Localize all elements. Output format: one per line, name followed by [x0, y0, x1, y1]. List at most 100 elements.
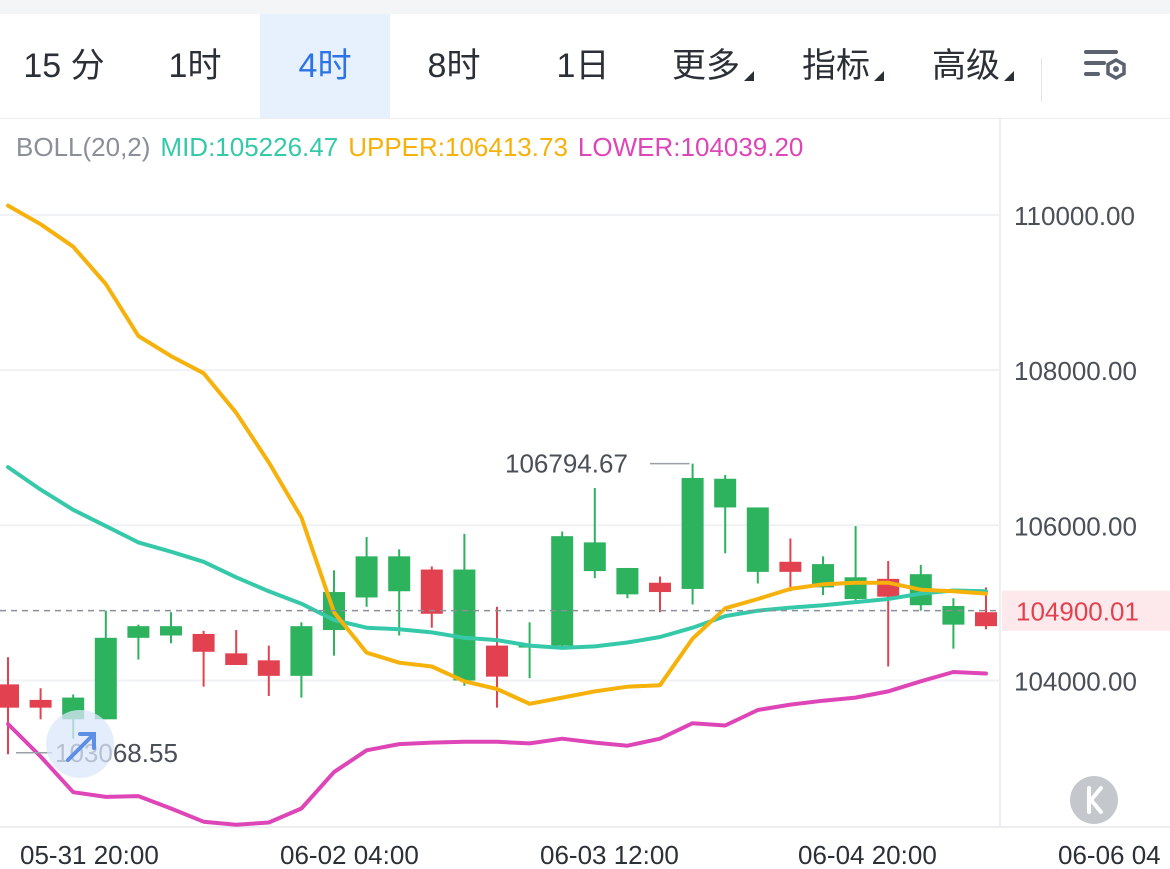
boll-lower-line [6, 670, 988, 827]
candle [160, 612, 182, 644]
y-tick-label: 104000.00 [1014, 667, 1137, 697]
candle-body [942, 606, 965, 625]
expand-button-bg [46, 710, 114, 778]
candle [518, 622, 541, 679]
candle [649, 576, 671, 613]
candle [453, 533, 476, 686]
k-button[interactable] [1070, 776, 1118, 824]
tab-label: 1时 [168, 47, 222, 85]
tab-1d[interactable]: 1日 [518, 14, 648, 118]
candle [714, 474, 737, 554]
boll-mid-line [6, 465, 988, 650]
tab-label: 4时 [298, 47, 352, 85]
candle [877, 560, 900, 667]
collapse-k-icon [1087, 786, 1103, 814]
expand-button[interactable] [46, 710, 114, 778]
candle [388, 549, 411, 636]
tab-label: 1日 [556, 47, 610, 85]
tab-label: 高级 [932, 47, 1000, 85]
boll-upper-line [6, 203, 988, 706]
candle-body [844, 577, 867, 600]
k-button-bg [1070, 776, 1118, 824]
candle-body [290, 626, 313, 676]
tab-label: 15 分 [23, 47, 105, 85]
candle-body [29, 699, 52, 708]
tab-divider [1041, 58, 1042, 102]
tab-label: 更多 [672, 47, 740, 85]
candle [681, 463, 704, 605]
candle-body [649, 582, 671, 593]
y-tick-label: 110000.00 [1014, 201, 1135, 231]
current-price-badge [1002, 590, 1170, 631]
candle-body [486, 645, 508, 677]
candle-body [975, 612, 997, 627]
tab-advanced[interactable]: 高级 [908, 14, 1038, 118]
candle-body [257, 660, 280, 676]
expand-arrow-icon [66, 732, 96, 762]
candle-body [583, 542, 606, 572]
candle-body [0, 684, 19, 708]
candle-body [192, 633, 215, 652]
candle [225, 630, 248, 665]
candle [551, 531, 574, 648]
candle [746, 507, 769, 584]
x-tick-label: 06-02 04:00 [280, 840, 419, 869]
candle [94, 610, 117, 720]
candle [355, 536, 378, 607]
tab-label: 指标 [802, 47, 870, 85]
candle-body [714, 478, 737, 508]
candle-body [681, 477, 704, 589]
dropdown-triangle-icon [1004, 71, 1014, 81]
candle [127, 624, 150, 660]
tab-label: 8时 [427, 47, 481, 85]
dropdown-triangle-icon [874, 71, 884, 81]
candle-body [160, 626, 182, 636]
x-tick-label: 06-04 20:00 [798, 840, 937, 869]
candle-body [94, 637, 117, 720]
candle [844, 526, 867, 602]
tab-indicators[interactable]: 指标 [778, 14, 908, 118]
candle [192, 630, 215, 687]
candle-body [225, 653, 248, 665]
price-chart[interactable]: 110000.00 108000.00 106000.00 104000.00 05-3… [0, 118, 1170, 869]
candle-body [616, 567, 639, 595]
x-tick-label: 06-06 04 [1058, 840, 1161, 869]
tab-1h[interactable]: 1时 [130, 14, 260, 118]
candle [812, 556, 834, 596]
high-price-label: 106794.67 [505, 449, 628, 479]
candle-body [746, 507, 769, 572]
candle-body [779, 561, 802, 572]
boll-mid: MID:105226.47 [160, 132, 339, 162]
tab-8h[interactable]: 8时 [390, 14, 518, 118]
boll-upper: UPPER:106413.73 [348, 132, 568, 162]
candle-body [812, 564, 834, 588]
candle-body [355, 556, 378, 598]
y-tick-label: 106000.00 [1014, 511, 1137, 541]
boll-lower: LOWER:104039.20 [577, 132, 804, 162]
tab-more[interactable]: 更多 [648, 14, 778, 118]
candle [420, 566, 443, 628]
candle-body [127, 626, 150, 638]
candle-body [551, 536, 574, 646]
chart-settings-icon[interactable] [1080, 46, 1128, 86]
boll-name: BOLL(20,2) [16, 132, 151, 162]
candle [257, 645, 280, 697]
tab-15m[interactable]: 15 分 [0, 14, 128, 118]
timeframe-tabs: 15 分 1时 4时 8时 1日 更多 指标 高级 [0, 14, 1170, 119]
candle [583, 488, 606, 579]
candle [290, 622, 313, 698]
candle [779, 538, 802, 592]
x-tick-label: 05-31 20:00 [20, 840, 159, 869]
candle [616, 567, 639, 599]
candle-body [388, 556, 411, 592]
candle-body [453, 569, 476, 681]
candle [0, 657, 19, 755]
current-price-label: 104900.01 [1016, 597, 1139, 627]
tab-4h[interactable]: 4时 [260, 14, 390, 118]
candle [942, 598, 965, 649]
status-strip [0, 0, 1170, 14]
dropdown-triangle-icon [744, 71, 754, 81]
candle-body [420, 569, 443, 614]
x-tick-label: 06-03 12:00 [540, 840, 679, 869]
candle [29, 688, 52, 720]
